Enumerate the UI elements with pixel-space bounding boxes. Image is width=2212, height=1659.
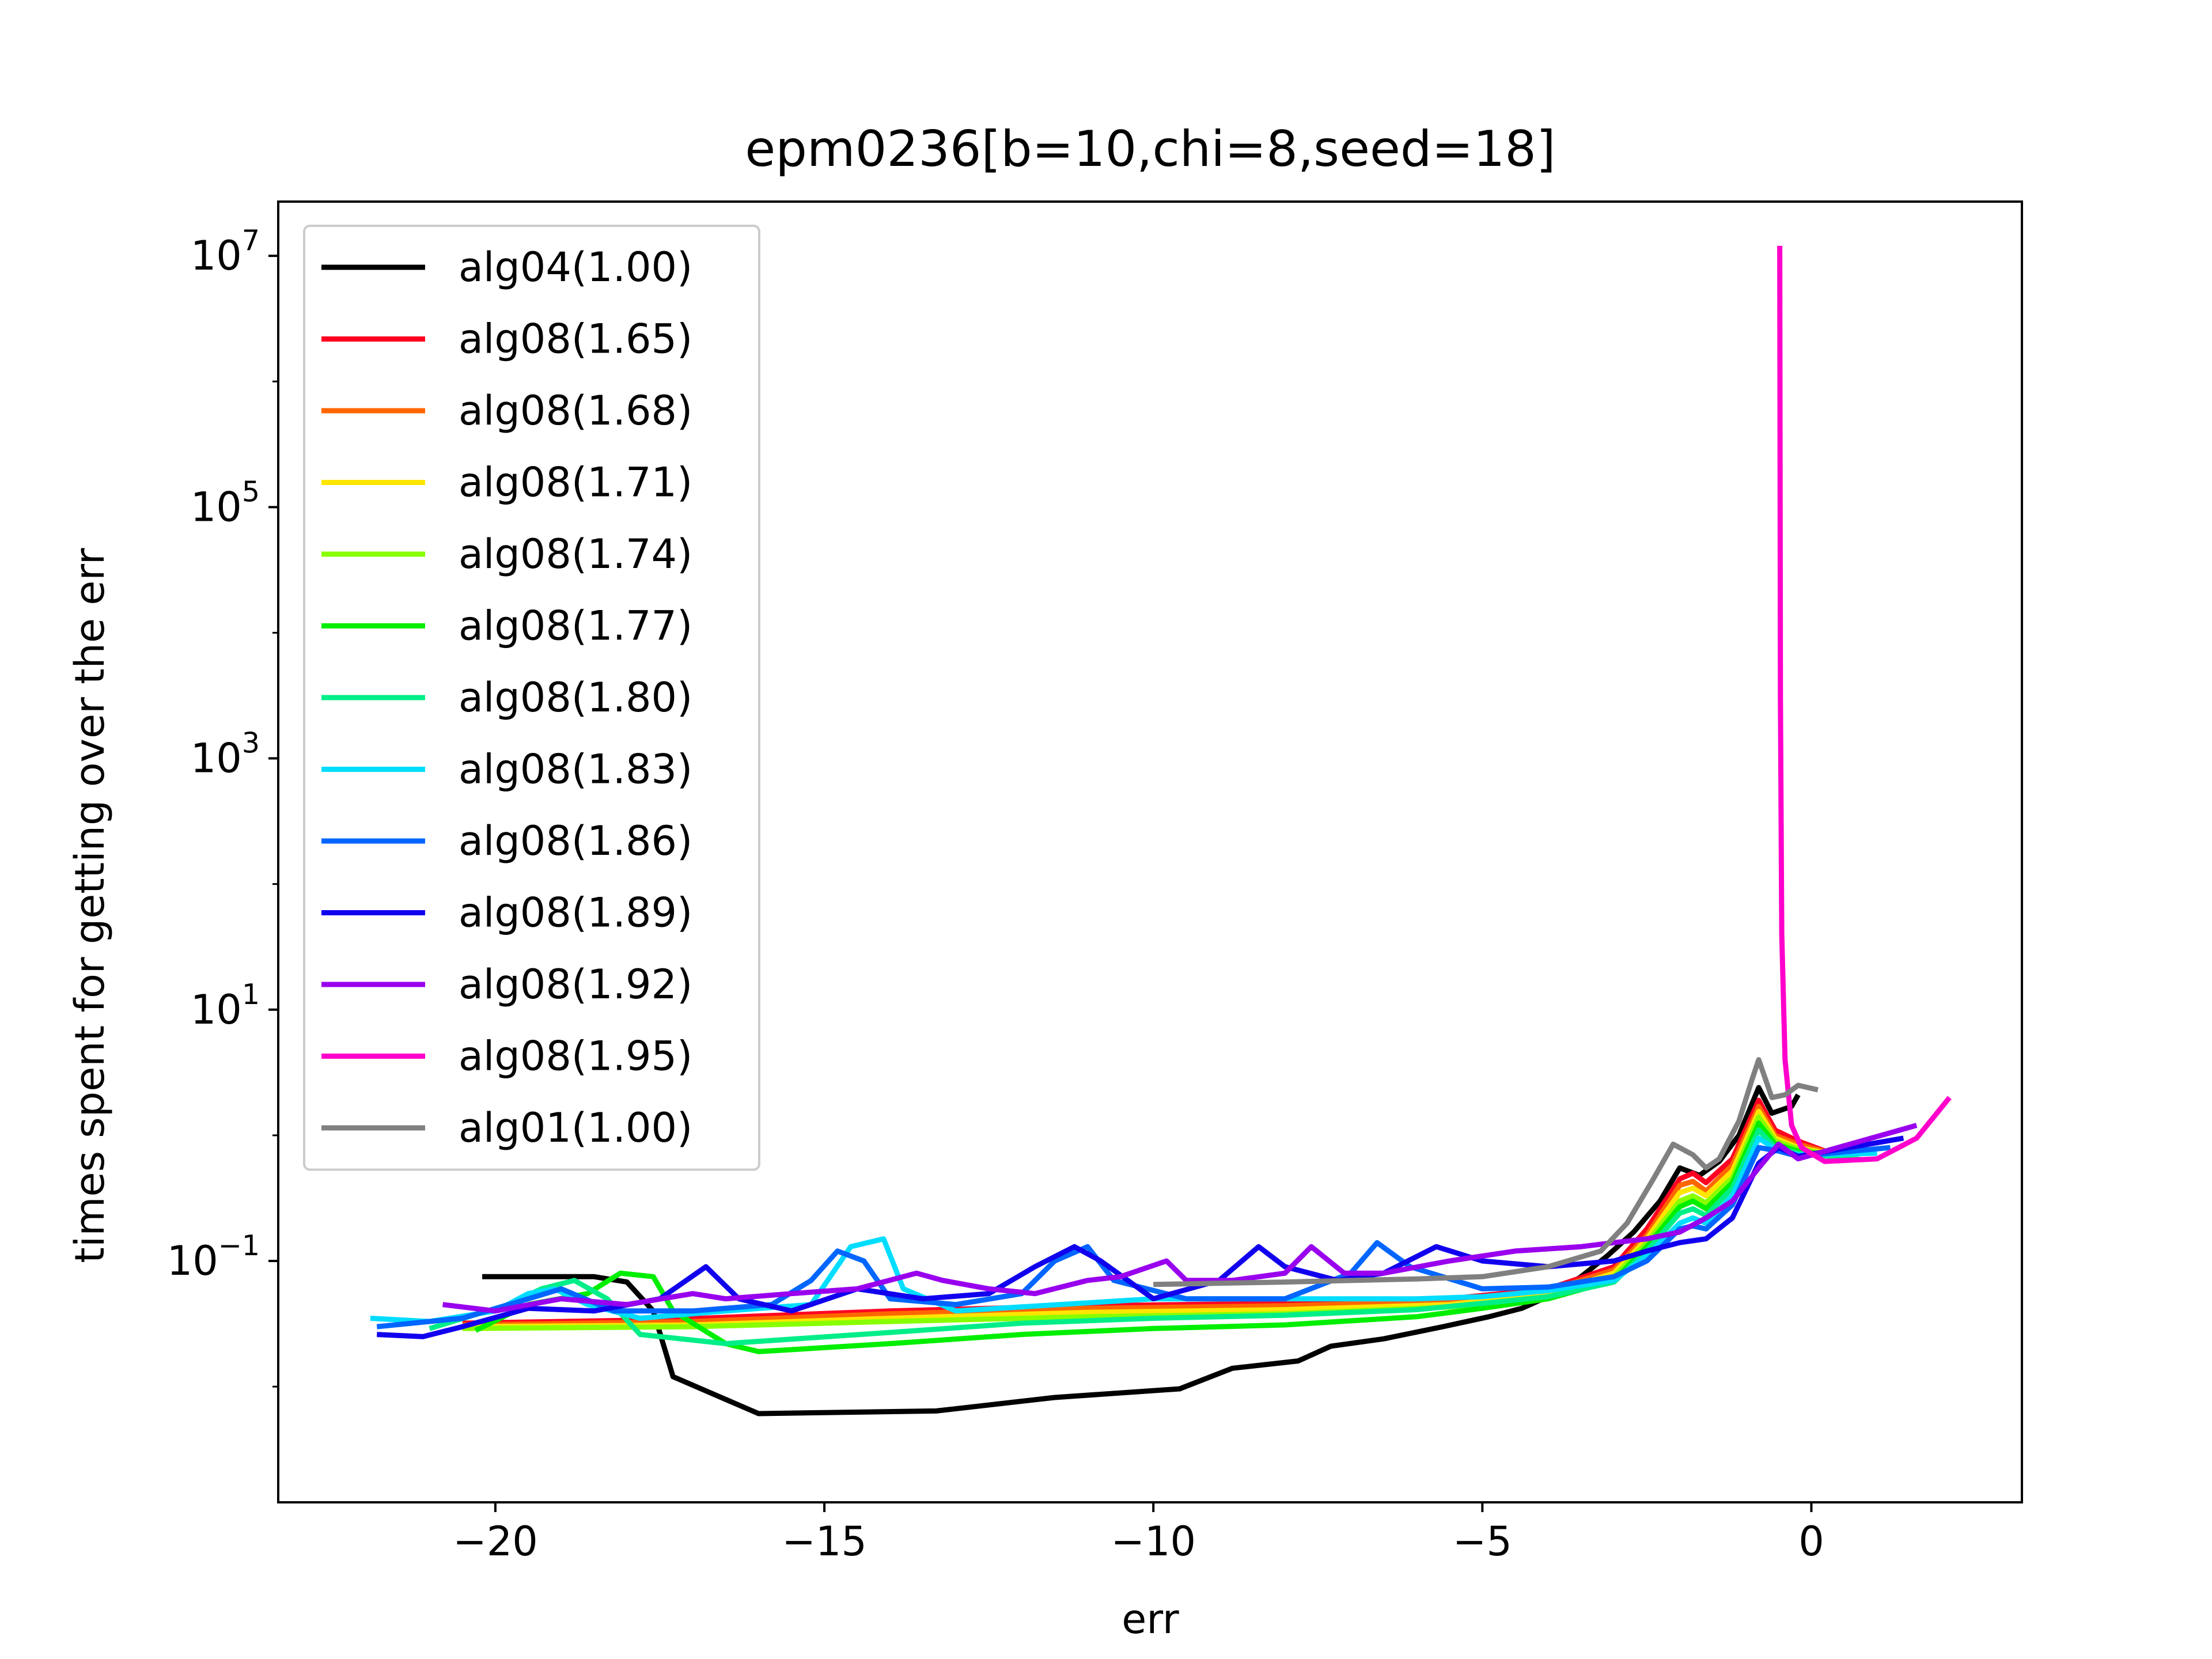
legend-label: alg08(1.92)	[459, 961, 692, 1008]
legend-label: alg04(1.00)	[459, 244, 692, 291]
legend-label: alg08(1.80)	[459, 674, 692, 721]
x-tick-label: −10	[1111, 1518, 1196, 1565]
legend-box	[303, 225, 760, 1171]
axis-ticks: −20 −15 −10 −5 0 10−1 101 103 105 107	[167, 224, 1824, 1565]
chart-title: epm0236[b=10,chi=8,seed=18]	[745, 120, 1555, 178]
legend-label: alg08(1.65)	[459, 316, 692, 363]
x-tick-label: −20	[453, 1518, 538, 1565]
legend-label: alg08(1.68)	[459, 387, 692, 434]
y-tick-label: 107	[191, 224, 260, 279]
x-axis-label: err	[1122, 1596, 1179, 1643]
series-lines	[370, 245, 1952, 1416]
legend-label: alg08(1.77)	[459, 603, 692, 650]
legend: alg04(1.00) alg08(1.65) alg08(1.68) alg08(1…	[303, 225, 760, 1171]
y-tick-label: 101	[191, 978, 260, 1033]
series-line-13	[1153, 1057, 1819, 1287]
series-line-1	[482, 1085, 1801, 1416]
y-tick-label: 103	[191, 727, 260, 782]
legend-label: alg08(1.95)	[459, 1033, 692, 1080]
series-line-9	[376, 1145, 1891, 1330]
x-tick-label: −5	[1453, 1518, 1512, 1565]
y-axis-label: times spent for getting over the err	[66, 548, 113, 1263]
plot-frame	[277, 200, 2023, 1503]
x-tick-label: −15	[782, 1518, 867, 1565]
series-line-12	[1777, 245, 1952, 1164]
y-tick-label: 10−1	[167, 1229, 260, 1285]
legend-label: alg08(1.74)	[459, 531, 692, 578]
plot-area	[277, 200, 2023, 1503]
legend-label: alg08(1.83)	[459, 746, 692, 793]
legend-label: alg08(1.89)	[459, 889, 692, 937]
series-line-7	[429, 1127, 1865, 1346]
legend-label: alg08(1.71)	[459, 459, 692, 506]
y-tick-label: 105	[191, 475, 260, 531]
legend-label: alg01(1.00)	[459, 1104, 692, 1152]
legend-label: alg08(1.86)	[459, 817, 692, 865]
x-tick-label: 0	[1798, 1518, 1824, 1565]
